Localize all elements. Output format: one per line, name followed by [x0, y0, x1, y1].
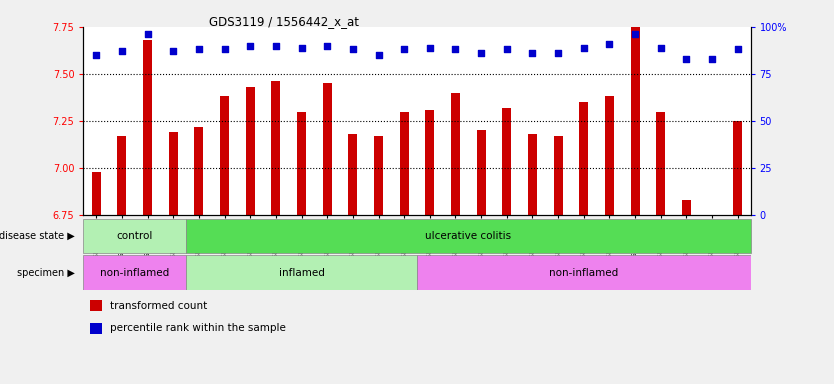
Bar [451, 93, 460, 215]
Point [500, 46, 514, 53]
Bar [271, 81, 280, 215]
Point [192, 46, 205, 53]
Bar [186, 255, 417, 290]
Bar [323, 83, 332, 215]
Text: non-inflamed: non-inflamed [100, 268, 169, 278]
Bar [374, 136, 383, 215]
Point [398, 46, 411, 53]
Point [346, 46, 359, 53]
Text: specimen ▶: specimen ▶ [18, 268, 75, 278]
Bar [733, 121, 742, 215]
Bar [118, 136, 127, 215]
Bar [349, 134, 357, 215]
Bar [682, 200, 691, 215]
Bar [605, 96, 614, 215]
Point [577, 45, 590, 51]
Text: non-inflamed: non-inflamed [549, 268, 619, 278]
Point [269, 43, 283, 49]
Point [551, 50, 565, 56]
Bar [425, 110, 435, 215]
Point [629, 31, 642, 38]
Point [115, 48, 128, 55]
Bar [528, 134, 537, 215]
Point [89, 52, 103, 58]
Text: disease state ▶: disease state ▶ [0, 231, 75, 241]
Point [475, 50, 488, 56]
Bar [83, 219, 186, 253]
Point [603, 41, 616, 47]
Bar [399, 112, 409, 215]
Point [449, 46, 462, 53]
Point [141, 31, 154, 38]
Bar [90, 323, 102, 334]
Point [680, 56, 693, 62]
Bar [186, 219, 751, 253]
Point [654, 45, 667, 51]
Bar [194, 127, 203, 215]
Bar [554, 136, 563, 215]
Point [423, 45, 436, 51]
Bar [656, 112, 666, 215]
Point [218, 46, 231, 53]
Point [372, 52, 385, 58]
Bar [417, 255, 751, 290]
Bar [220, 96, 229, 215]
Text: transformed count: transformed count [110, 301, 208, 311]
Bar [90, 300, 102, 311]
Bar [143, 40, 152, 215]
Point [167, 48, 180, 55]
Text: control: control [117, 231, 153, 241]
Bar [246, 87, 254, 215]
Bar [502, 108, 511, 215]
Bar [168, 132, 178, 215]
Point [525, 50, 539, 56]
Point [295, 45, 309, 51]
Text: inflamed: inflamed [279, 268, 324, 278]
Point [706, 56, 719, 62]
Text: percentile rank within the sample: percentile rank within the sample [110, 323, 286, 333]
Text: GDS3119 / 1556442_x_at: GDS3119 / 1556442_x_at [208, 15, 359, 28]
Bar [580, 102, 588, 215]
Point [320, 43, 334, 49]
Point [731, 46, 745, 53]
Bar [631, 27, 640, 215]
Bar [83, 255, 186, 290]
Bar [297, 112, 306, 215]
Point [244, 43, 257, 49]
Bar [92, 172, 101, 215]
Bar [477, 130, 485, 215]
Text: ulcerative colitis: ulcerative colitis [425, 231, 511, 241]
